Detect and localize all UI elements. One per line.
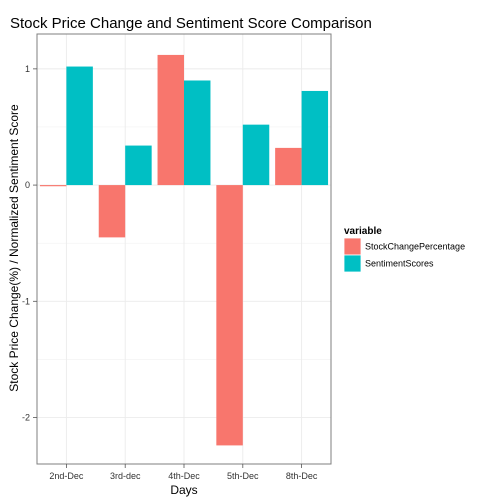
bar-StockChangePercentage-8th-Dec — [275, 147, 302, 186]
bar-StockChangePercentage-5th-Dec — [216, 185, 243, 446]
legend-label: SentimentScores — [365, 259, 434, 269]
x-tick-label: 4th-Dec — [168, 471, 200, 481]
bar-StockChangePercentage-2nd-Dec — [39, 185, 67, 187]
legend: variable StockChangePercentage SentimentS… — [343, 226, 465, 273]
x-tick-label: 5th-Dec — [227, 471, 259, 481]
y-tick-label: 1 — [25, 64, 30, 74]
legend-key-StockChangePercentage — [343, 237, 362, 256]
bar-SentimentScores-3rd-dec — [125, 145, 152, 186]
chart-title: Stock Price Change and Sentiment Score C… — [10, 15, 372, 32]
y-tick-label: -2 — [22, 413, 30, 423]
x-tick-label: 8th-Dec — [286, 471, 318, 481]
bar-SentimentScores-4th-Dec — [184, 80, 211, 186]
bar-StockChangePercentage-3rd-dec — [98, 185, 126, 238]
x-tick-label: 2nd-Dec — [49, 471, 84, 481]
legend-key-SentimentScores — [343, 254, 362, 273]
y-axis-title: Stock Price Change(%) / Normalized Senti… — [7, 104, 21, 392]
legend-title: variable — [344, 226, 382, 237]
x-axis-title: Days — [170, 483, 197, 497]
bar-SentimentScores-2nd-Dec — [66, 66, 93, 186]
bar-SentimentScores-8th-Dec — [301, 90, 329, 186]
x-tick-label: 3rd-dec — [110, 471, 141, 481]
y-tick-label: -1 — [22, 296, 30, 306]
bar-StockChangePercentage-4th-Dec — [157, 54, 184, 186]
bar-SentimentScores-5th-Dec — [242, 124, 270, 186]
legend-label: StockChangePercentage — [365, 242, 465, 252]
y-tick-label: 0 — [25, 180, 30, 190]
plot-area: -2 -1 0 1 2nd-Dec 3rd-dec 4th-Dec 5th-Dec 8th-De… — [22, 33, 332, 481]
